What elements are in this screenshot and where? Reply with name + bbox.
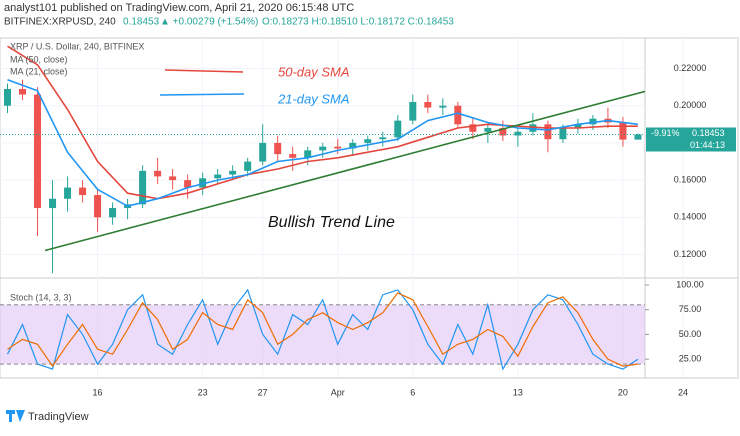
- candle-body: [229, 170, 237, 175]
- candle-body: [19, 88, 27, 95]
- stoch-d: [7, 292, 638, 368]
- candle-body: [184, 180, 192, 188]
- x-tick-label: 13: [513, 387, 523, 397]
- candle-body: [304, 150, 312, 158]
- last: 0.18453: [123, 17, 160, 28]
- candle-body: [154, 170, 162, 177]
- candle-body: [4, 88, 12, 106]
- candle-body: [364, 139, 372, 143]
- ma-legend: MA (21, close): [10, 66, 68, 76]
- price-tag: [646, 127, 736, 152]
- candle-body: [454, 105, 462, 125]
- ohlc: O:0.18273 H:0.18510 L:0.18172 C:0.18453: [262, 17, 454, 28]
- legend-line: [159, 93, 245, 96]
- candle-body: [169, 176, 177, 181]
- candle-body: [589, 118, 597, 125]
- candle-body: [244, 161, 252, 171]
- x-tick-label: 16: [93, 387, 103, 397]
- y-tick-label: 0.16000: [674, 175, 707, 185]
- y-tick-label: 0.14000: [674, 212, 707, 222]
- stoch-title: Stoch (14, 3, 3): [10, 292, 72, 302]
- last-price-label: 0.18453: [692, 128, 725, 138]
- trend-line: [44, 90, 645, 252]
- candle-body: [319, 146, 327, 151]
- stoch-tick-label: 75.00: [679, 304, 702, 314]
- candle-body: [34, 94, 42, 209]
- candle-body: [214, 174, 222, 179]
- candle-body: [484, 128, 492, 132]
- ma-legend: MA (50, close): [10, 54, 68, 64]
- candle-body: [559, 128, 567, 140]
- candle-body: [469, 124, 477, 132]
- candle-body: [334, 146, 342, 149]
- candle-body: [349, 142, 357, 149]
- published: analyst101 published on TradingView.com,…: [4, 2, 354, 14]
- legend-line: [164, 69, 244, 73]
- candle-body: [274, 142, 282, 155]
- y-tick-label: 0.12000: [674, 249, 707, 259]
- candle-body: [409, 102, 417, 121]
- stoch-tick-label: 25.00: [679, 354, 702, 364]
- x-tick-label: Apr: [331, 387, 345, 397]
- legend-label: 21-day SMA: [277, 91, 350, 106]
- candle-body: [64, 187, 72, 199]
- countdown: 01:44:13: [690, 140, 725, 150]
- stoch-tick-label: 50.00: [679, 329, 702, 339]
- chart-title: XRP / U.S. Dollar, 240, BITFINEX: [10, 41, 144, 51]
- candle-body: [49, 198, 57, 209]
- candle-body: [289, 154, 297, 158]
- y-tick-label: 0.20000: [674, 100, 707, 110]
- candle-body: [394, 120, 402, 138]
- change-label: -9.91%: [651, 128, 680, 138]
- candle-body: [259, 142, 267, 162]
- stoch-band: [0, 304, 645, 365]
- x-tick-label: 6: [410, 387, 415, 397]
- candle-body: [109, 208, 117, 218]
- candle-body: [544, 124, 552, 140]
- candle-body: [94, 195, 102, 218]
- candle-body: [619, 122, 627, 140]
- moving-average: [7, 45, 638, 200]
- symbol: BITFINEX:XRPUSD, 240: [4, 17, 116, 28]
- candle-body: [499, 128, 507, 136]
- x-tick-label: 27: [258, 387, 268, 397]
- moving-average: [7, 78, 638, 208]
- stoch-k: [6, 288, 639, 371]
- candle-body: [439, 105, 447, 108]
- candle-body: [574, 124, 582, 129]
- change: ▲ +0.00279 (+1.54%): [160, 17, 258, 28]
- y-tick-label: 0.22000: [674, 63, 707, 73]
- x-tick-label: 20: [618, 387, 628, 397]
- candle-body: [379, 137, 387, 140]
- x-tick-label: 24: [678, 387, 688, 397]
- candle-body: [634, 134, 642, 140]
- candle-body: [199, 178, 207, 188]
- legend-label: 50-day SMA: [278, 64, 350, 79]
- candle-body: [79, 187, 87, 196]
- x-tick-label: 23: [198, 387, 208, 397]
- footer: TradingView: [28, 411, 89, 423]
- candle-body: [424, 102, 432, 108]
- stoch-tick-label: 100.00: [676, 279, 704, 289]
- candle-body: [139, 170, 147, 205]
- candle-body: [529, 124, 537, 132]
- logo: [6, 410, 25, 422]
- candle-body: [514, 131, 522, 136]
- trend-line-label: Bullish Trend Line: [268, 214, 395, 231]
